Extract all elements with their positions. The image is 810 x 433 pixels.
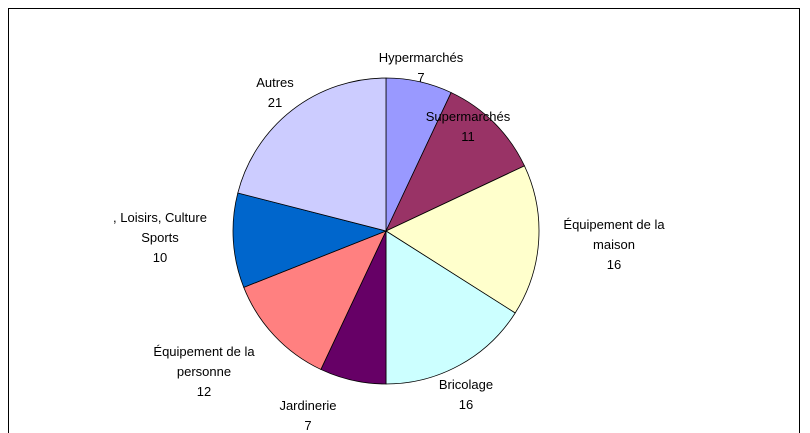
slice-label: Hypermarchés 7 xyxy=(361,48,481,88)
pie-slice xyxy=(385,165,540,314)
value-label: 7 xyxy=(304,418,312,433)
category-label: , Loisirs, Culture Sports xyxy=(113,210,207,245)
slice-label: Bricolage 16 xyxy=(406,375,526,415)
slice-label: Jardinerie 7 xyxy=(248,396,368,433)
value-label: 21 xyxy=(267,95,283,110)
category-label: Hypermarchés xyxy=(378,50,464,65)
value-label: 12 xyxy=(196,384,212,399)
category-label: Bricolage xyxy=(438,377,494,392)
value-label: 10 xyxy=(152,250,168,265)
pie-slice xyxy=(232,192,388,288)
category-label: Équipement de la maison xyxy=(563,217,665,252)
slice-label: Équipement de la maison 16 xyxy=(549,215,679,275)
pie-slice xyxy=(237,77,387,232)
slice-label: Autres 21 xyxy=(215,73,335,113)
pie-slice xyxy=(243,230,387,370)
value-label: 16 xyxy=(458,397,474,412)
slice-label: , Loisirs, Culture Sports 10 xyxy=(95,208,225,268)
category-label: Jardinerie xyxy=(279,398,337,413)
slice-label: Équipement de la personne 12 xyxy=(139,342,269,402)
category-label: Équipement de la personne xyxy=(153,344,255,379)
slice-label: Supermarchés 11 xyxy=(408,107,528,147)
chart-frame xyxy=(8,8,800,433)
category-label: Autres xyxy=(256,75,294,90)
value-label: 7 xyxy=(417,70,425,85)
category-label: Supermarchés xyxy=(425,109,511,124)
value-label: 11 xyxy=(461,129,475,144)
value-label: 16 xyxy=(606,257,622,272)
pie-slice xyxy=(385,92,525,232)
pie-slice xyxy=(385,230,516,385)
